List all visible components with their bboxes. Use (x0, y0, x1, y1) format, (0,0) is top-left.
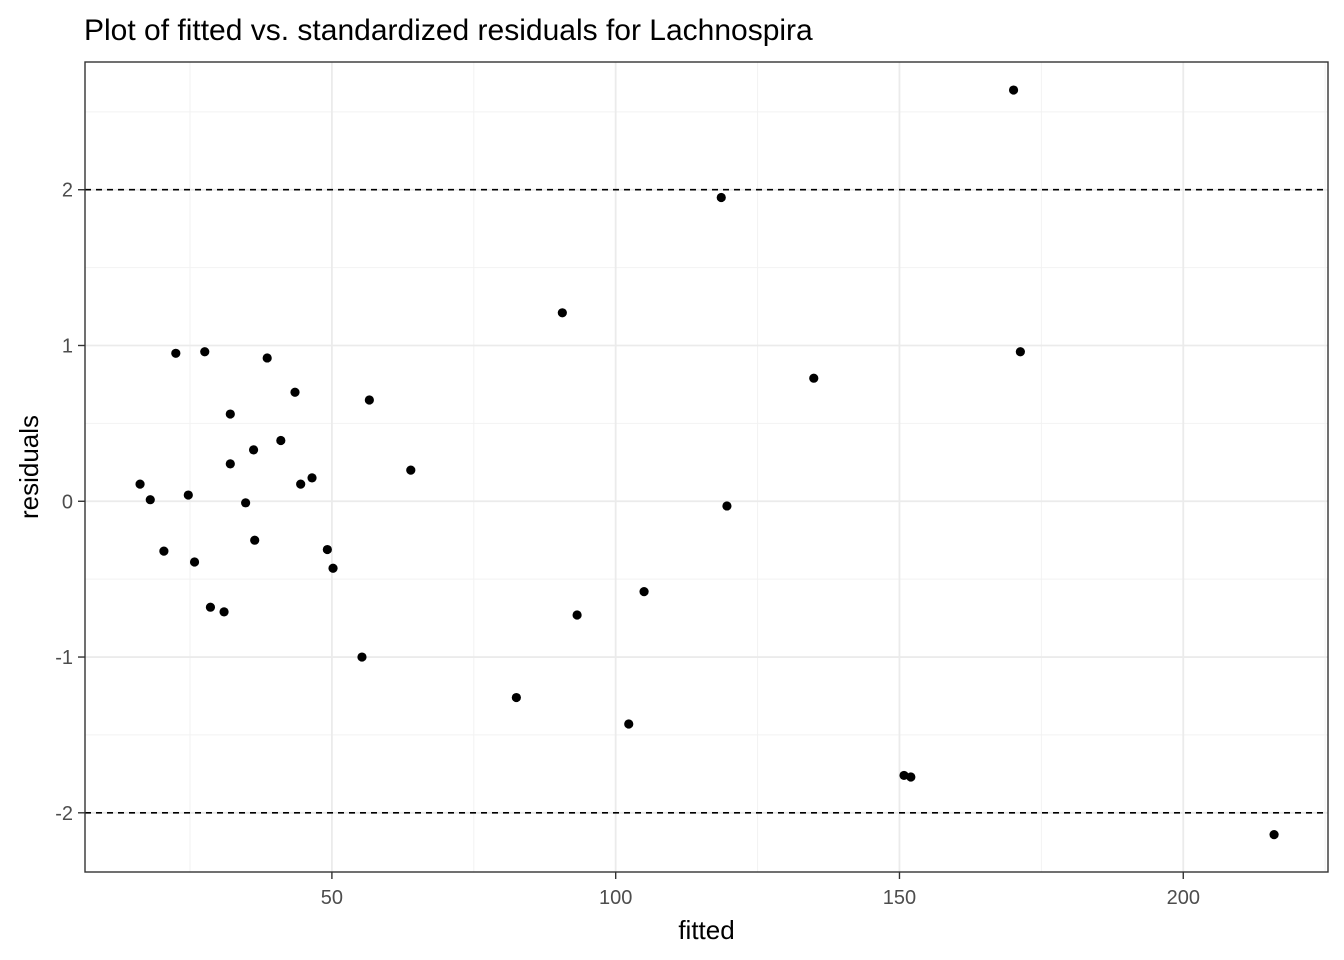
y-axis-title: residuals (14, 415, 44, 519)
data-point-9 (225, 409, 235, 419)
data-point-12 (248, 445, 259, 455)
data-point-26 (572, 610, 582, 620)
x-tick-label-1: 100 (599, 887, 632, 909)
data-point-3 (171, 348, 181, 358)
data-point-28 (639, 587, 649, 597)
x-axis: 50 100 150 200 (321, 872, 1200, 909)
data-point-34 (1008, 85, 1019, 95)
chart-title: Plot of fitted vs. standardized residual… (84, 14, 813, 47)
panel-border (84, 61, 1329, 873)
data-point-22 (364, 395, 374, 405)
x-tick-label-0: 50 (321, 887, 343, 909)
data-point-21 (357, 652, 367, 662)
x-axis-title: fitted (678, 915, 734, 945)
data-point-8 (219, 607, 229, 617)
x-tick-label-2: 150 (883, 887, 916, 909)
data-point-16 (290, 387, 300, 397)
data-point-6 (200, 347, 210, 357)
data-point-7 (205, 602, 216, 612)
x-tick-label-3: 200 (1167, 887, 1200, 909)
minor-grid (85, 62, 1328, 872)
data-point-23 (406, 465, 416, 475)
data-point-30 (722, 501, 732, 511)
data-point-33 (906, 772, 916, 782)
major-grid (85, 62, 1328, 872)
data-point-10 (225, 459, 235, 469)
data-point-13 (250, 535, 260, 545)
data-point-29 (716, 192, 726, 203)
data-point-14 (262, 353, 272, 363)
data-point-18 (307, 473, 317, 483)
data-point-5 (189, 557, 200, 567)
data-point-11 (241, 498, 251, 508)
y-tick-label-4: 2 (62, 180, 73, 202)
data-point-1 (145, 495, 155, 505)
data-point-20 (328, 563, 338, 573)
data-point-17 (296, 479, 306, 489)
data-point-35 (1015, 347, 1025, 357)
data-point-19 (322, 544, 332, 555)
y-tick-label-1: -1 (55, 647, 73, 669)
data-point-0 (135, 479, 145, 489)
data-point-36 (1269, 830, 1279, 840)
data-point-27 (624, 719, 634, 729)
reference-lines (85, 188, 1328, 814)
data-points (135, 85, 1279, 840)
data-point-24 (511, 692, 521, 703)
y-tick-label-0: -2 (55, 803, 73, 825)
data-point-15 (276, 435, 286, 446)
data-point-4 (183, 490, 193, 500)
data-point-31 (809, 373, 819, 383)
data-point-25 (557, 308, 567, 318)
data-point-2 (159, 546, 169, 556)
y-axis: -2 -1 0 1 2 (55, 180, 85, 825)
y-tick-label-2: 0 (62, 491, 73, 513)
y-tick-label-3: 1 (62, 336, 73, 358)
